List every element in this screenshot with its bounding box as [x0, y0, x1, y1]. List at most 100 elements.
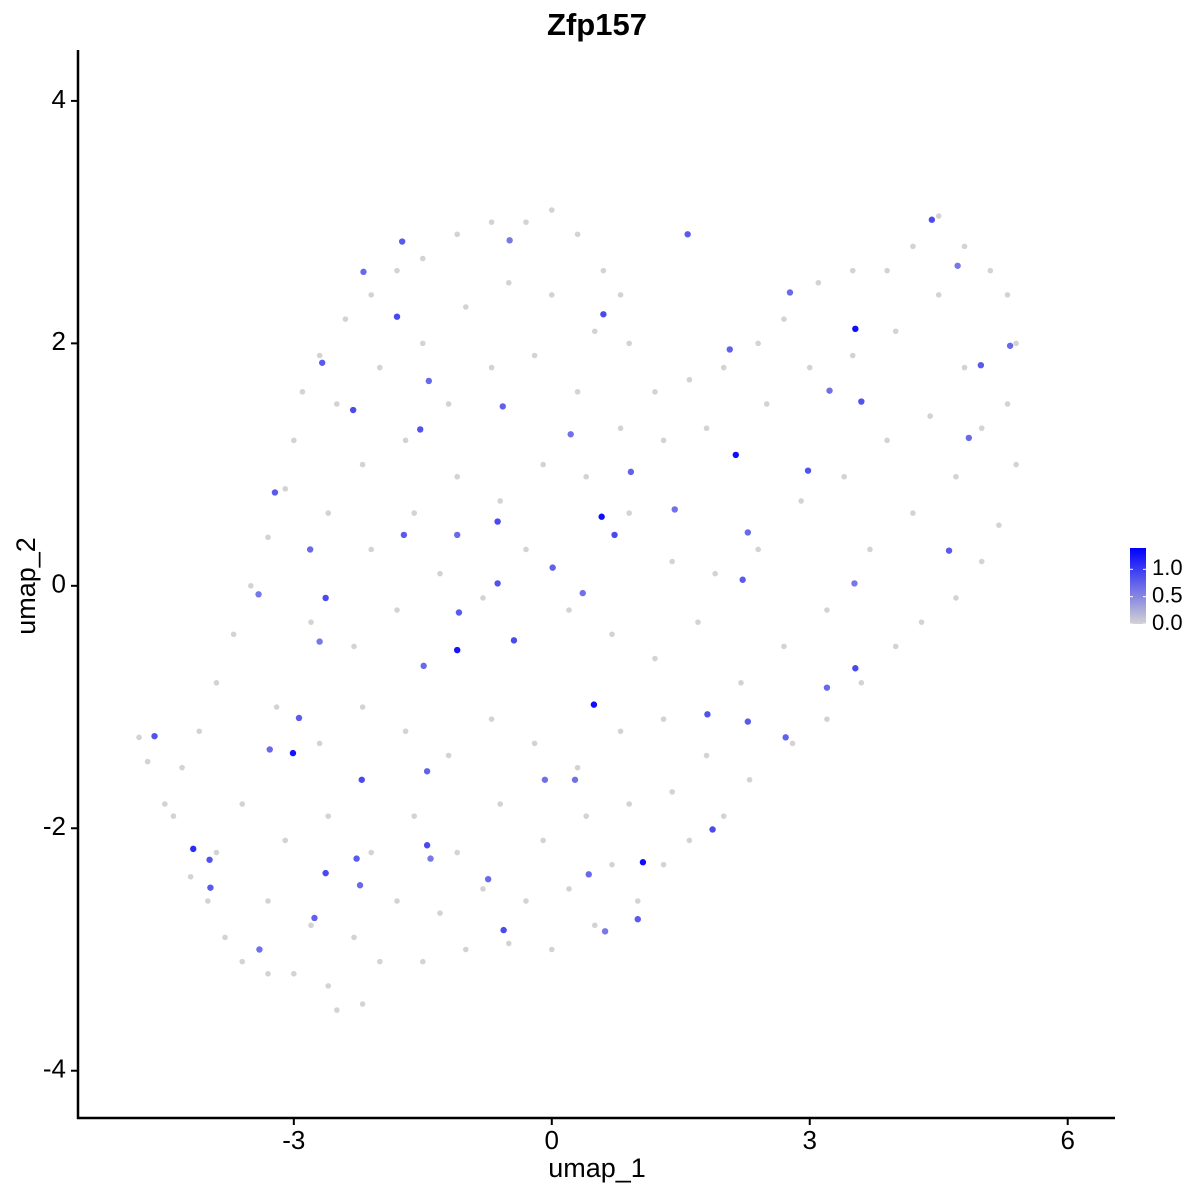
point [500, 926, 507, 934]
point [484, 875, 492, 883]
point [411, 510, 418, 516]
point [1013, 340, 1019, 347]
point [755, 340, 761, 347]
point [494, 580, 501, 587]
point [540, 837, 546, 844]
point [239, 801, 246, 807]
point [437, 910, 443, 916]
point [852, 325, 859, 333]
y-tick-label: 2 [52, 326, 66, 356]
point [319, 359, 326, 366]
point [978, 425, 985, 432]
point [574, 231, 581, 238]
point [703, 425, 710, 432]
point [213, 679, 220, 686]
x-tick-label: 6 [1060, 1125, 1074, 1155]
y-axis-label: umap_2 [11, 537, 41, 635]
point [334, 401, 340, 407]
point [402, 728, 409, 735]
point [306, 546, 314, 553]
point [652, 389, 658, 395]
point [136, 734, 142, 741]
point [744, 529, 752, 536]
chart-title: Zfp157 [547, 7, 647, 42]
point [358, 776, 365, 783]
y-tick-label: 0 [52, 569, 66, 599]
point [368, 546, 375, 553]
point [739, 576, 746, 583]
point [910, 243, 916, 250]
point [695, 619, 701, 625]
x-axis-label: umap_1 [548, 1153, 646, 1183]
point [660, 861, 667, 868]
point [849, 267, 856, 274]
point [170, 813, 177, 819]
point [420, 662, 427, 670]
point [368, 292, 375, 298]
point [686, 837, 693, 844]
point [609, 631, 615, 638]
point [265, 898, 271, 904]
point [463, 946, 469, 953]
point [826, 387, 833, 394]
point [961, 243, 968, 250]
point [720, 364, 727, 371]
point [781, 316, 787, 322]
point [454, 646, 461, 654]
point [420, 958, 426, 965]
colorbar-label: 1.0 [1152, 555, 1183, 580]
colorbar-label: 0.5 [1152, 582, 1183, 607]
point [574, 389, 581, 395]
point [423, 842, 431, 849]
point [671, 506, 678, 513]
point [961, 364, 968, 371]
points [136, 207, 1019, 1013]
point [574, 764, 581, 771]
colorbar-label: 0.0 [1152, 610, 1183, 635]
point [954, 262, 961, 269]
point [342, 316, 349, 322]
point [316, 352, 323, 359]
point [393, 313, 401, 320]
point [411, 813, 418, 819]
point [295, 714, 303, 722]
point [480, 886, 486, 892]
point [417, 426, 424, 433]
point [660, 716, 667, 722]
point [634, 898, 641, 904]
point [626, 510, 632, 516]
point [445, 401, 452, 407]
point [497, 801, 503, 807]
point [488, 364, 495, 371]
point [782, 734, 789, 741]
point [703, 752, 710, 759]
point [684, 231, 691, 238]
x-tick-label: 3 [803, 1125, 817, 1155]
point [255, 591, 262, 598]
point [910, 510, 916, 516]
point [311, 914, 318, 922]
point [786, 289, 794, 296]
point [360, 268, 367, 276]
point [497, 498, 503, 504]
point [927, 413, 933, 419]
point [499, 403, 506, 410]
point [738, 679, 744, 686]
point [627, 468, 635, 476]
point [325, 510, 332, 516]
point [334, 1007, 340, 1013]
point [585, 871, 592, 878]
point [282, 837, 289, 844]
point [425, 377, 433, 385]
point [571, 776, 579, 783]
point [400, 531, 408, 539]
point [928, 216, 936, 223]
point [316, 638, 323, 645]
x-tick-label: 0 [545, 1125, 559, 1155]
point [420, 255, 426, 262]
point [851, 580, 858, 587]
point [230, 631, 237, 638]
point [187, 873, 194, 880]
point [987, 267, 994, 274]
point [892, 643, 899, 650]
